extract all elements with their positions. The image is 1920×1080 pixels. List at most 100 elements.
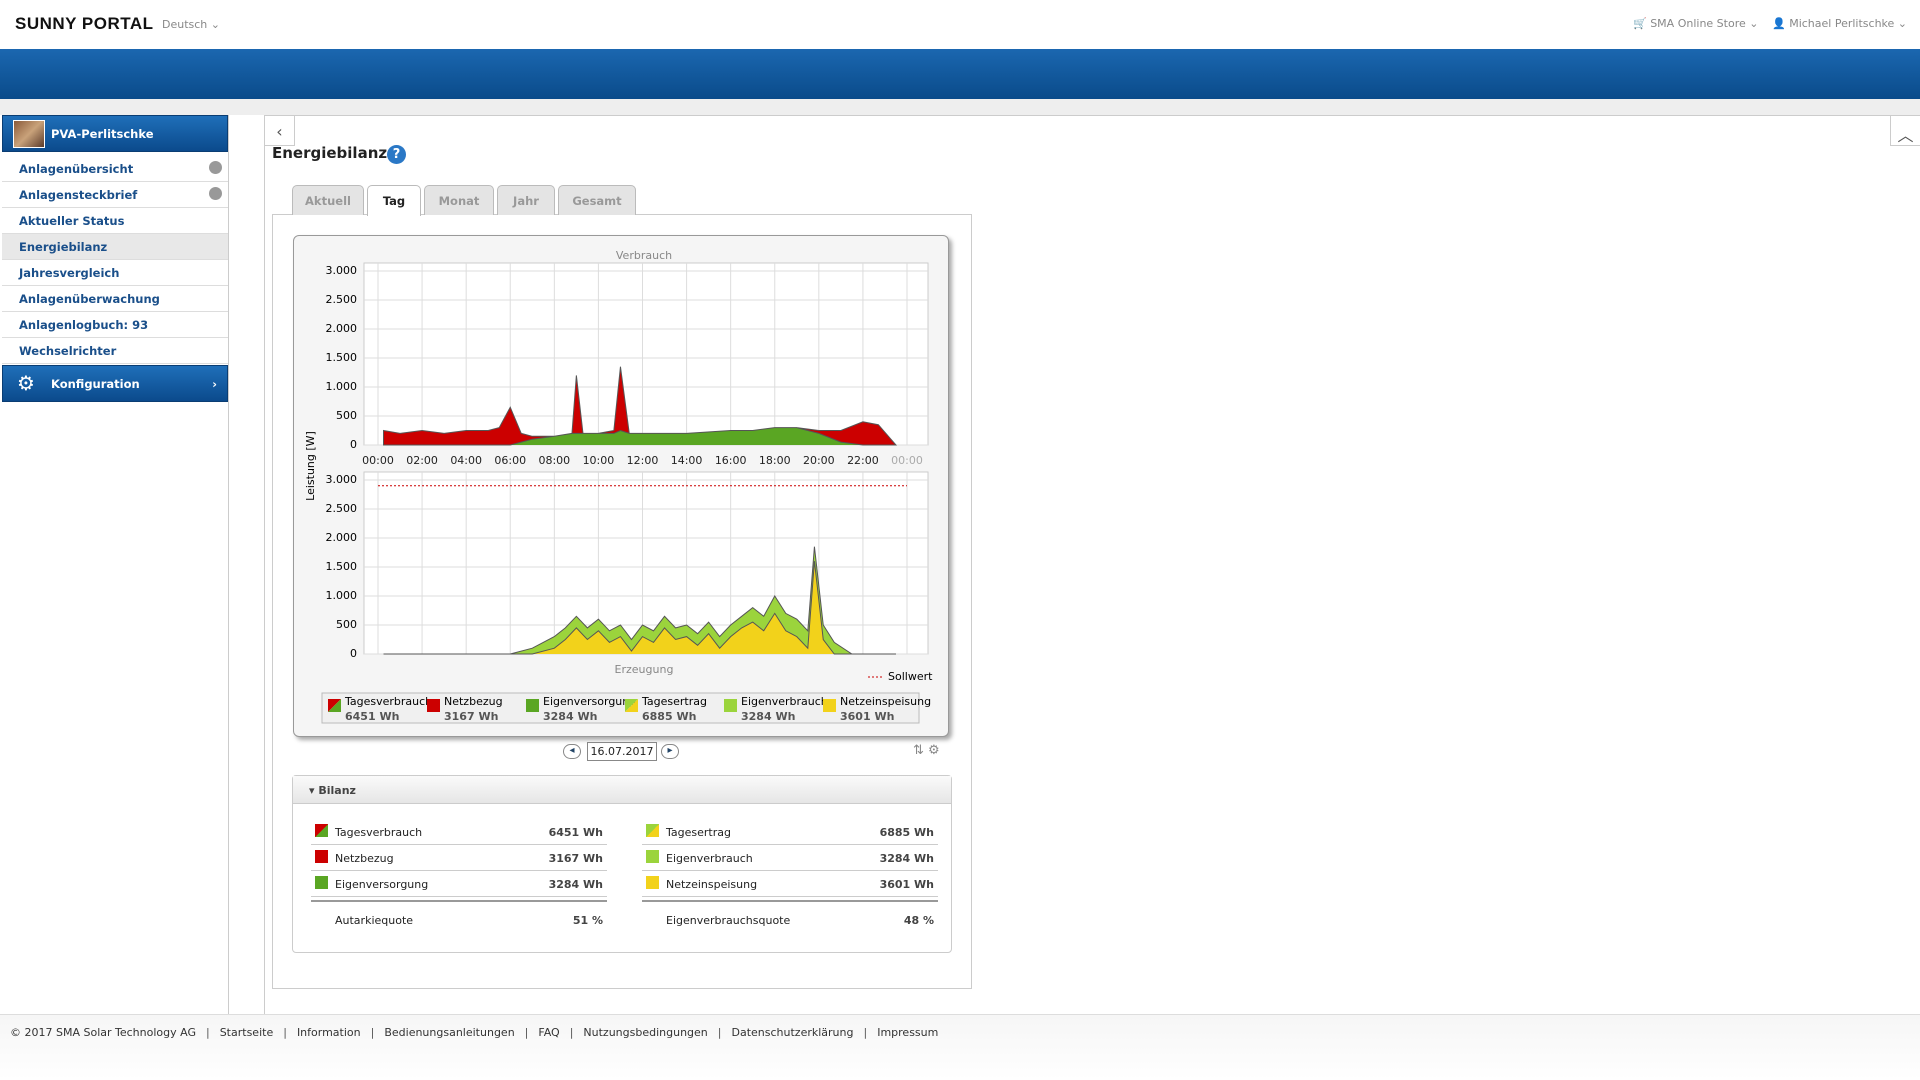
gear-icon: ⚙ <box>17 371 35 395</box>
nav-item[interactable]: Energiebilanz <box>2 234 228 260</box>
nav-item[interactable]: Anlagensteckbrief <box>2 182 228 208</box>
row-label: Netzeinspeisung <box>666 878 758 891</box>
nav-item[interactable]: Jahresvergleich <box>2 260 228 286</box>
top-button[interactable]: ︿ <box>1890 116 1920 146</box>
legend-name: Netzbezug <box>444 695 503 708</box>
row-label: Eigenversorgung <box>335 878 429 891</box>
config-button[interactable]: ⚙ Konfiguration › <box>2 365 228 402</box>
area <box>383 366 898 446</box>
main-panel: ‹ ︿ <box>264 115 1920 1015</box>
language-select[interactable]: Deutsch ⌄ <box>162 18 220 31</box>
footer-link[interactable]: FAQ <box>538 1026 560 1039</box>
bilanz-total: Eigenverbrauchsquote 48 % <box>642 900 938 938</box>
swatch <box>315 850 328 863</box>
nav-item[interactable]: Anlagenlogbuch: 93 <box>2 312 228 338</box>
user-menu[interactable]: 👤 Michael Perlitschke ⌄ <box>1772 17 1908 30</box>
bilanz-row: Eigenversorgung 3284 Wh <box>311 871 607 897</box>
row-value: 3167 Wh <box>548 852 603 865</box>
swatch <box>646 824 659 837</box>
row-label: Tagesverbrauch <box>335 826 423 839</box>
collapse-button[interactable]: ‹ <box>265 116 295 146</box>
nav-label: Wechselrichter <box>19 344 117 358</box>
legend-swatch <box>427 699 440 712</box>
bilanz-row: Tagesverbrauch 6451 Wh <box>311 819 607 845</box>
row-value: 6885 Wh <box>879 826 934 839</box>
tab[interactable]: Gesamt <box>558 185 636 215</box>
language: Deutsch <box>162 18 208 31</box>
x-tick-label: 18:00 <box>759 454 791 467</box>
legend-name: Tagesertrag <box>641 695 707 708</box>
plant-button[interactable]: PVA-Perlitschke <box>2 115 228 152</box>
y-tick-label: 2.000 <box>326 322 358 335</box>
legend-amount: 6885 Wh <box>642 710 696 723</box>
y-tick-label: 3.000 <box>326 264 358 277</box>
x-tick-label: 16:00 <box>715 454 747 467</box>
area <box>383 561 896 654</box>
next-day[interactable]: ▸ <box>661 744 679 759</box>
total-label: Autarkiequote <box>335 914 414 927</box>
footer-link[interactable]: Nutzungsbedingungen <box>583 1026 708 1039</box>
legend-box <box>321 692 920 724</box>
footer-link[interactable]: Datenschutzerklärung <box>731 1026 854 1039</box>
bilanz-row: Netzbezug 3167 Wh <box>311 845 607 871</box>
panel-title: Verbrauch <box>616 249 672 262</box>
footer-link[interactable]: Impressum <box>877 1026 939 1039</box>
nav-label: Anlagenlogbuch: 93 <box>19 318 149 332</box>
config-label: Konfiguration <box>51 377 140 391</box>
chart-box: Leistung [W] Verbrauch 0 500 1.000 1.500 2.000… <box>293 235 949 737</box>
total-value: 51 % <box>572 914 603 927</box>
nav-label: Anlagensteckbrief <box>19 188 138 202</box>
separator: | <box>569 1026 574 1039</box>
tab[interactable]: Monat <box>424 185 494 215</box>
brand[interactable]: SUNNY PORTAL <box>15 14 154 33</box>
nav-item[interactable]: Wechselrichter <box>2 338 228 364</box>
y-tick-label: 0 <box>350 438 357 451</box>
y-tick-label: 3.000 <box>326 473 358 486</box>
prev-day[interactable]: ◂ <box>563 744 581 759</box>
tab[interactable]: Aktuell <box>292 185 364 215</box>
legend-name: Netzeinspeisung <box>840 695 931 708</box>
tab[interactable]: Tag <box>367 185 421 216</box>
copyright: © 2017 SMA Solar Technology AG <box>10 1026 196 1039</box>
panel-title: Erzeugung <box>615 663 674 676</box>
nav-label: Jahresvergleich <box>19 266 120 280</box>
header: SUNNY PORTAL Deutsch ⌄ 🛒 SMA Online Stor… <box>0 0 1920 49</box>
row-label: Eigenverbrauch <box>666 852 753 865</box>
store: SMA Online Store <box>1650 17 1746 30</box>
separator: | <box>524 1026 529 1039</box>
bilanz-header[interactable]: ▾ Bilanz <box>293 776 951 804</box>
bilanz-row: Netzeinspeisung 3601 Wh <box>642 871 938 897</box>
plot-area <box>363 262 929 446</box>
swatch <box>315 876 328 889</box>
store-link[interactable]: 🛒 SMA Online Store ⌄ <box>1633 17 1759 30</box>
y-tick-label: 1.000 <box>326 589 358 602</box>
footer-link[interactable]: Startseite <box>219 1026 274 1039</box>
nav-item[interactable]: Anlagenüberwachung <box>2 286 228 312</box>
x-tick-label: 02:00 <box>406 454 438 467</box>
help-icon[interactable]: ? <box>387 145 406 164</box>
legend-amount: 3167 Wh <box>444 710 498 723</box>
footer-link[interactable]: Bedienungsanleitungen <box>384 1026 515 1039</box>
tab[interactable]: Jahr <box>497 185 555 215</box>
nav-label: Energiebilanz <box>19 240 108 254</box>
legend-swatch <box>328 699 341 712</box>
footer-link[interactable]: Information <box>296 1026 361 1039</box>
nav-item[interactable]: Anlagenübersicht <box>2 156 228 182</box>
chart-tools[interactable]: ⇅ ⚙ <box>913 743 940 758</box>
area <box>383 546 896 655</box>
x-tick-label: 14:00 <box>671 454 703 467</box>
nav-item[interactable]: Aktueller Status <box>2 208 228 234</box>
chart: Leistung [W] Verbrauch 0 500 1.000 1.500 2.000… <box>304 249 933 724</box>
plot-area <box>363 471 929 655</box>
total-value: 48 % <box>903 914 934 927</box>
bilanz-title: Bilanz <box>318 784 356 797</box>
y-tick-label: 0 <box>350 647 357 660</box>
date-input[interactable]: 16.07.2017 <box>587 742 657 761</box>
legend-amount: 3284 Wh <box>543 710 597 723</box>
nav-label: Aktueller Status <box>19 214 125 228</box>
nav-label: Anlagenübersicht <box>19 162 134 176</box>
swatch <box>646 876 659 889</box>
nav-label: Anlagenüberwachung <box>19 292 160 306</box>
row-value: 6451 Wh <box>548 826 603 839</box>
y-tick-label: 2.000 <box>326 531 358 544</box>
